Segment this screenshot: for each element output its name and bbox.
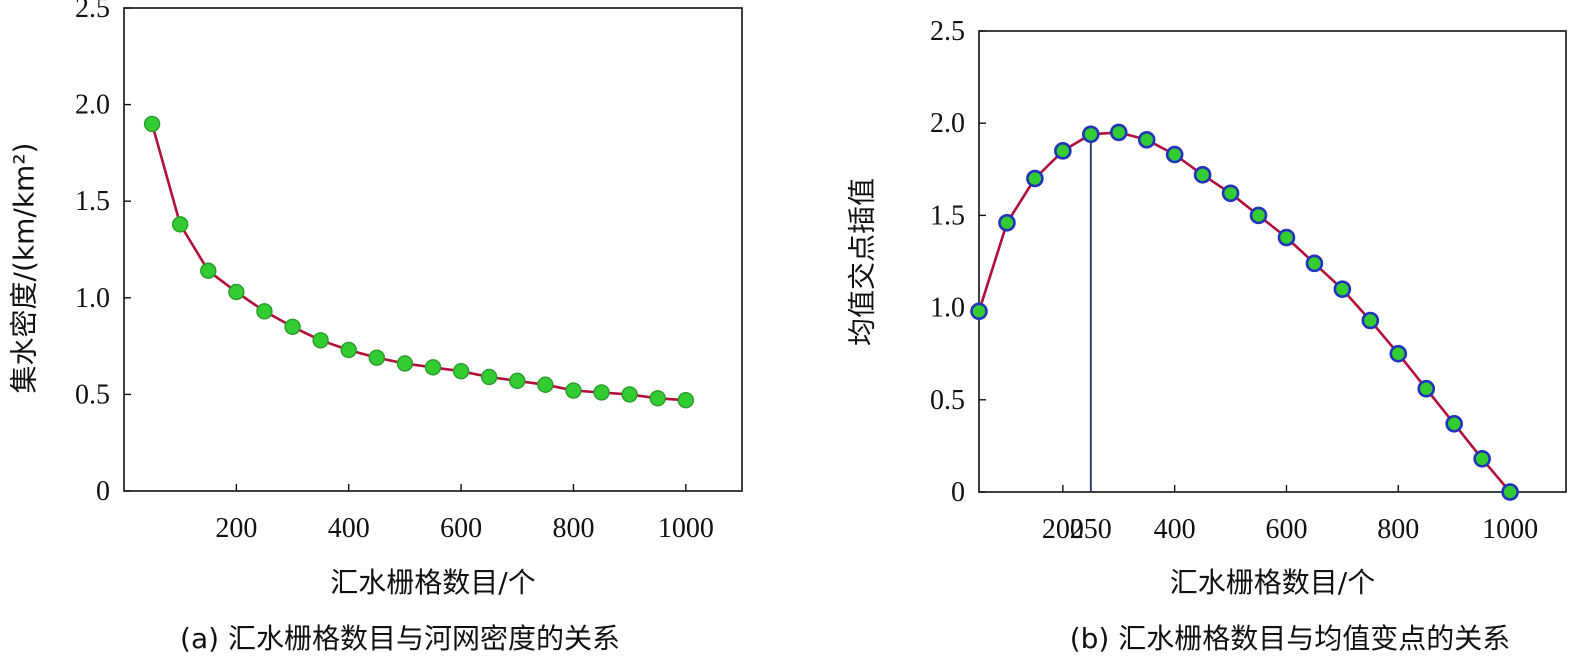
chart-a-data-point xyxy=(312,332,329,349)
chart-b-caption: (b) 汇水栅格数目与均值变点的关系 xyxy=(1070,622,1511,655)
chart-a-y-axis-label: 集水密度/(km/km²) xyxy=(8,143,41,394)
chart-a-y-tick-label: 0.5 xyxy=(75,379,110,410)
chart-a-data-point xyxy=(424,359,442,376)
chart-b-data-point xyxy=(1473,450,1491,468)
chart-b-y-tick-label: 0 xyxy=(951,477,965,508)
chart-b-y-tick-label: 2.0 xyxy=(930,108,965,139)
chart-a-y-tick-label: 1.0 xyxy=(75,283,110,314)
chart-b-x-tick-label: 1000 xyxy=(1482,514,1538,545)
chart-a-x-tick-label: 200 xyxy=(215,513,257,544)
chart-b-series-line xyxy=(977,131,1512,493)
chart-a-data-point xyxy=(537,376,554,393)
chart-a-data-point xyxy=(480,368,498,386)
chart-b-data-point xyxy=(970,302,988,321)
chart-b-data-point xyxy=(1082,125,1100,144)
chart-a-y-tick-label: 0 xyxy=(96,476,110,507)
chart-a-data-point xyxy=(171,216,189,233)
chart-a-data-point xyxy=(396,355,414,372)
chart-b-x-tick-label: 200 xyxy=(1042,514,1084,545)
chart-a-data-point xyxy=(593,384,610,401)
chart-a-y-tick-label: 2.5 xyxy=(75,0,110,24)
chart-b-data-point xyxy=(1054,142,1072,160)
chart-a-data-point xyxy=(228,283,245,301)
chart-a-plot-frame xyxy=(123,7,743,492)
chart-a-data-point xyxy=(677,391,695,409)
chart-b-x-tick-label: 250 xyxy=(1070,514,1112,545)
chart-a-x-tick-label: 800 xyxy=(552,513,594,544)
chart-b-data-point xyxy=(1389,344,1408,363)
chart-b-data-point xyxy=(1501,483,1519,501)
chart-a-x-tick-label: 600 xyxy=(440,513,482,544)
chart-a-data-point xyxy=(284,318,301,335)
chart-b-data-point xyxy=(1333,280,1352,298)
chart-a-data-point xyxy=(452,363,470,380)
chart-b-x-tick-label: 800 xyxy=(1377,514,1419,545)
chart-b-data-point xyxy=(1137,130,1156,149)
chart-b-data-point xyxy=(1417,379,1436,398)
chart-a-x-axis-label: 汇水栅格数目/个 xyxy=(330,566,535,599)
chart-b-data-point xyxy=(1445,414,1463,433)
chart-b-y-axis-label: 均值交点插值 xyxy=(846,178,879,346)
chart-b-y-tick-label: 0.5 xyxy=(930,385,965,416)
chart-a-x-tick-label: 1000 xyxy=(658,513,714,544)
chart-a-data-point xyxy=(368,349,386,366)
chart-a-data-point xyxy=(143,115,161,133)
chart-b-x-axis-label: 汇水栅格数目/个 xyxy=(1170,566,1375,599)
chart-b-data-point xyxy=(1277,228,1296,247)
chart-b-data-point xyxy=(1026,169,1044,188)
chart-a-data-point xyxy=(565,382,582,399)
chart-a-caption: (a) 汇水栅格数目与河网密度的关系 xyxy=(180,622,620,655)
chart-b-data-point xyxy=(1305,254,1324,273)
chart-b-y-tick-label: 1.5 xyxy=(930,200,965,231)
chart-b-data-point xyxy=(1221,184,1240,203)
chart-a-data-point xyxy=(256,303,273,320)
chart-b-data-point xyxy=(1249,206,1268,225)
chart-a-data-point xyxy=(621,386,638,403)
chart-a-y-tick-label: 2.0 xyxy=(75,90,110,121)
chart-b-x-tick-label: 400 xyxy=(1154,514,1196,545)
chart-b-x-tick-label: 600 xyxy=(1265,514,1307,545)
chart-a-series-line xyxy=(150,123,686,402)
chart-a-data-point xyxy=(340,341,357,359)
chart-b-y-tick-label: 1.0 xyxy=(930,293,965,324)
chart-a-data-point xyxy=(509,372,526,390)
chart-b-data-point xyxy=(1109,123,1128,142)
chart-a-data-point xyxy=(649,390,666,407)
chart-a-x-tick-label: 400 xyxy=(328,513,370,544)
chart-b-data-point xyxy=(1193,166,1212,184)
chart-b-data-point xyxy=(1165,145,1184,164)
chart-a-data-point xyxy=(200,262,217,279)
chart-b-data-point xyxy=(1361,311,1380,330)
chart-b-data-point xyxy=(998,213,1016,232)
chart-b-plot-frame xyxy=(978,30,1567,493)
chart-a-y-tick-label: 1.5 xyxy=(75,186,110,217)
chart-b-y-tick-label: 2.5 xyxy=(930,16,965,47)
